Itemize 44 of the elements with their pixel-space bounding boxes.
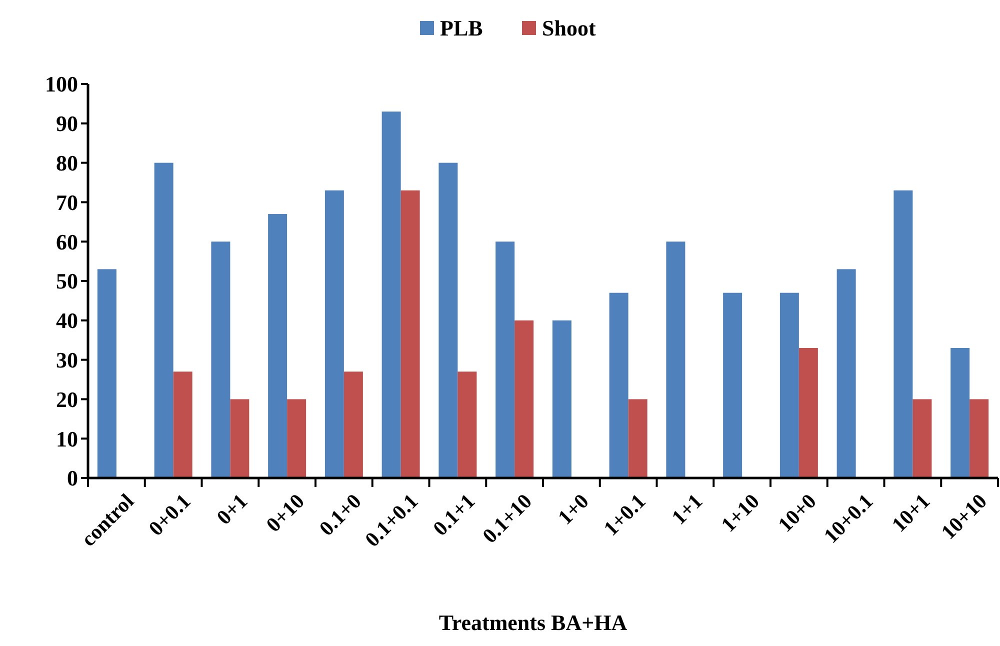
bar xyxy=(798,348,818,478)
y-tick-label: 30 xyxy=(56,348,78,372)
bar xyxy=(230,399,250,478)
y-tick-label: 90 xyxy=(56,111,78,136)
y-tick-label: 80 xyxy=(56,150,78,176)
y-tick-label: 60 xyxy=(56,229,78,254)
bar xyxy=(836,269,856,478)
y-tick-label: 100 xyxy=(45,72,78,97)
legend-label: Shoot xyxy=(542,16,596,41)
bar xyxy=(970,399,989,478)
y-tick-label: 20 xyxy=(56,386,78,412)
bar xyxy=(154,162,174,478)
y-tick-label: 40 xyxy=(56,308,78,334)
y-tick-label: 0 xyxy=(67,466,78,491)
bar xyxy=(211,242,230,478)
bar xyxy=(552,320,572,478)
bar xyxy=(438,162,458,478)
bar xyxy=(173,372,192,478)
bar xyxy=(496,242,515,478)
bar xyxy=(287,399,306,478)
y-tick-label: 10 xyxy=(56,426,78,452)
bar xyxy=(344,372,363,478)
bar xyxy=(382,112,401,478)
bar xyxy=(894,190,913,478)
legend-label: PLB xyxy=(440,16,484,41)
bar xyxy=(609,292,628,478)
bar xyxy=(666,242,686,478)
bar xyxy=(97,269,116,478)
bar xyxy=(628,399,648,478)
x-axis-title: Treatments BA+HA xyxy=(438,610,628,635)
bar xyxy=(723,292,742,478)
bar xyxy=(912,399,932,478)
bar xyxy=(324,190,344,478)
y-tick-label: 50 xyxy=(56,268,78,294)
x-tick-label: 1+1 xyxy=(666,488,708,530)
bar xyxy=(950,348,970,478)
bar xyxy=(268,214,288,478)
bar xyxy=(400,190,420,478)
bar xyxy=(780,292,799,478)
x-tick-label: 1+0 xyxy=(553,488,594,530)
bar xyxy=(514,320,534,478)
y-tick-label: 70 xyxy=(56,190,78,215)
x-tick-label: 0+1 xyxy=(212,488,252,530)
bar xyxy=(458,372,477,478)
